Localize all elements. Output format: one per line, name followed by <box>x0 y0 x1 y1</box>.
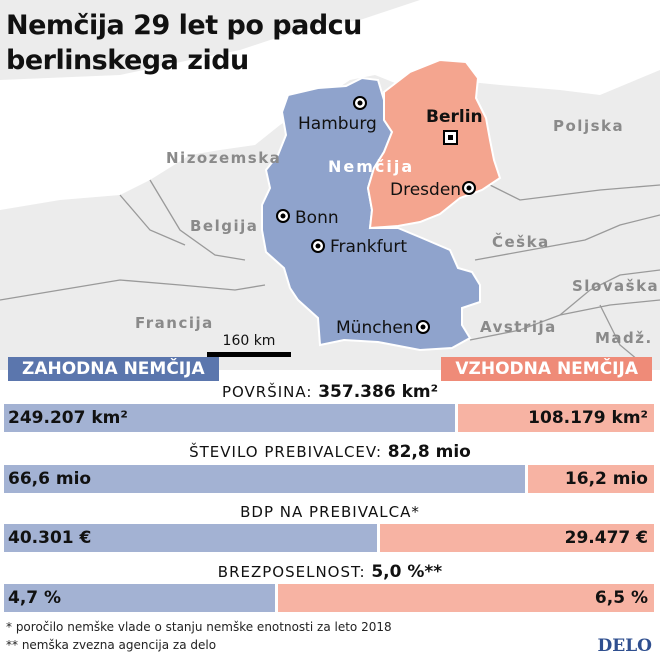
metric-title-1: Površina: 357.386 km² <box>0 382 660 402</box>
legend-west: Zahodna Nemčija <box>8 357 219 381</box>
metric-title-label: Brezposelnost: <box>217 563 372 581</box>
metric-title-label: Površina: <box>221 383 319 401</box>
north-sea <box>0 0 660 210</box>
map <box>0 0 660 370</box>
metric-title-value: 82,8 mio <box>387 442 471 462</box>
legend-west-label: Zahodna Nemčija <box>22 359 205 379</box>
country-poljska: Poljska <box>553 117 625 135</box>
metric-title-label: Število prebivalcev: <box>189 443 388 461</box>
germany-label: Nemčija <box>328 157 415 176</box>
title-line-2: berlinskega zidu <box>6 45 249 76</box>
city-dresden: Dresden <box>390 180 462 200</box>
bar-east-label: 16,2 mio <box>564 469 648 489</box>
city-bonn: Bonn <box>295 208 339 228</box>
city-frankfurt: Frankfurt <box>330 237 407 257</box>
bar-row-1: 249.207 km² 108.179 km² <box>4 404 654 432</box>
legend-east: Vzhodna Nemčija <box>441 357 652 381</box>
bar-row-2: 66,6 mio 16,2 mio <box>4 465 654 493</box>
city-hamburg: Hamburg <box>298 114 377 134</box>
footnote-1: * poročilo nemške vlade o stanju nemške … <box>6 620 392 634</box>
bar-east-label: 108.179 km² <box>528 408 648 428</box>
bar-west <box>4 404 455 432</box>
border-lines <box>0 179 660 370</box>
legend-east-label: Vzhodna Nemčija <box>455 359 638 379</box>
country-francija: Francija <box>135 314 214 332</box>
metric-title-value: 357.386 km² <box>318 382 439 402</box>
bar-east <box>528 465 654 493</box>
city-munchen: München <box>336 318 414 338</box>
city-markers <box>276 96 476 334</box>
title: Nemčija 29 let po padcu berlinskega zidu <box>6 8 362 78</box>
country-slovaska: Slovaška <box>572 277 660 295</box>
country-madz: Madž. <box>595 329 653 347</box>
metric-title-label: BDP na prebivalca* <box>240 503 420 521</box>
footnote-2: ** nemška zvezna agencija za delo <box>6 638 217 652</box>
bar-east <box>458 404 654 432</box>
country-nizozemska: Nizozemska <box>166 149 282 167</box>
scale-bar <box>207 352 291 357</box>
bar-west <box>4 465 525 493</box>
bar-east <box>278 584 654 612</box>
bar-west-label: 66,6 mio <box>8 469 92 489</box>
metric-title-2: Število prebivalcev: 82,8 mio <box>0 442 660 462</box>
bar-east-label: 29.477 € <box>564 528 648 548</box>
title-line-1: Nemčija 29 let po padcu <box>6 10 362 41</box>
delo-logo: DELO <box>597 636 652 656</box>
metric-title-4: Brezposelnost: 5,0 %** <box>0 562 660 582</box>
bar-west-label: 4,7 % <box>8 588 62 608</box>
metric-title-3: BDP na prebivalca* <box>0 502 660 522</box>
country-ceska: Češka <box>492 233 550 251</box>
bar-west-label: 249.207 km² <box>8 408 128 428</box>
bar-east <box>380 524 654 552</box>
country-avstrija: Avstrija <box>480 318 557 336</box>
metric-title-value: 5,0 %** <box>371 562 443 582</box>
country-belgija: Belgija <box>190 217 259 235</box>
bar-west <box>4 524 377 552</box>
bar-west <box>4 584 275 612</box>
bar-row-4: 4,7 % 6,5 % <box>4 584 654 612</box>
bar-west-label: 40.301 € <box>8 528 92 548</box>
bar-row-3: 40.301 € 29.477 € <box>4 524 654 552</box>
city-berlin: Berlin <box>426 107 483 127</box>
bar-east-label: 6,5 % <box>594 588 648 608</box>
scale-label: 160 km <box>222 333 276 349</box>
